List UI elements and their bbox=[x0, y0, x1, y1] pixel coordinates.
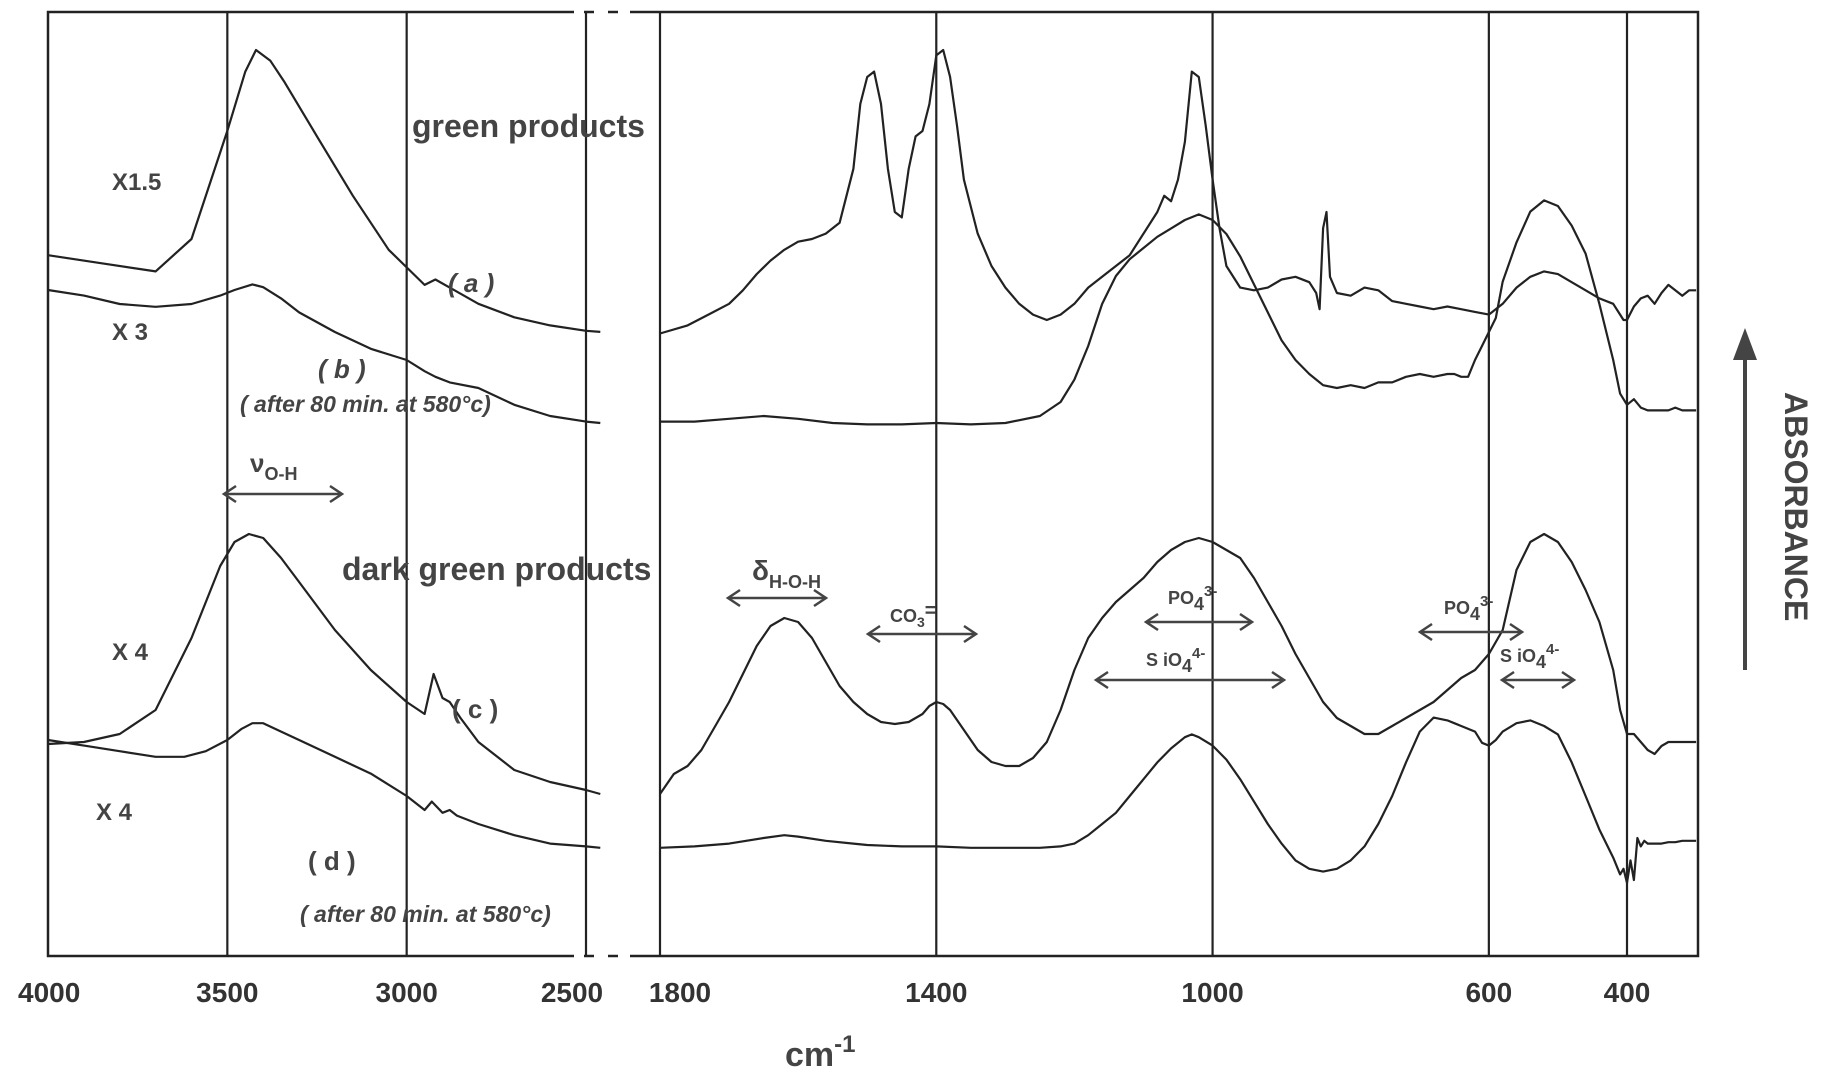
series-label-d: ( d ) bbox=[308, 846, 356, 876]
axis-break-marks bbox=[584, 10, 618, 958]
svg-text:PO43-: PO43- bbox=[1444, 593, 1493, 624]
band-sio4-high: S iO44- bbox=[1093, 645, 1287, 690]
x-tick-label-4000: 4000 bbox=[18, 977, 80, 1008]
dark-green-products-heading: dark green products bbox=[342, 551, 651, 587]
x-tick-label-2500: 2500 bbox=[541, 977, 603, 1008]
trace-d-high-wavenumber bbox=[47, 722, 601, 849]
x-tick-label-1800: 1800 bbox=[649, 977, 711, 1008]
band-co3: CO3= bbox=[865, 600, 979, 644]
band-dHOH: δH-O-H bbox=[725, 555, 829, 608]
band-po4-low: PO43- bbox=[1417, 593, 1525, 642]
x-tick-label-400: 400 bbox=[1604, 977, 1651, 1008]
axis-break-mask bbox=[574, 4, 630, 22]
trace-c-high-wavenumber bbox=[47, 532, 601, 796]
svg-text:δH-O-H: δH-O-H bbox=[752, 555, 821, 592]
trace-b-low-wavenumber bbox=[660, 199, 1697, 426]
svg-text:S iO44-: S iO44- bbox=[1146, 645, 1205, 676]
x-tick-labels: 4000 3500 3000 2500 1800 1400 1000 600 400 bbox=[18, 977, 1650, 1008]
x-axis-title: cm-1 bbox=[785, 1031, 855, 1072]
trace-c-low-wavenumber bbox=[659, 532, 1697, 795]
svg-text:CO3=: CO3= bbox=[890, 600, 936, 630]
vertical-gridlines bbox=[226, 12, 1629, 956]
band-vOH: νO-H bbox=[221, 448, 345, 504]
y-axis-title: ABSORBANCE bbox=[1778, 392, 1814, 621]
series-label-a: ( a ) bbox=[448, 268, 494, 298]
series-label-c: ( c ) bbox=[452, 694, 498, 724]
axis-break-mask-bottom bbox=[574, 946, 630, 964]
x-tick-label-600: 600 bbox=[1465, 977, 1512, 1008]
scale-label-d: X 4 bbox=[96, 799, 133, 826]
series-note-b: ( after 80 min. at 580°c) bbox=[240, 391, 491, 417]
svg-text:PO43-: PO43- bbox=[1168, 583, 1217, 614]
band-sio4-low: S iO44- bbox=[1499, 641, 1577, 690]
series-label-b: ( b ) bbox=[318, 354, 366, 384]
scale-label-b: X 3 bbox=[112, 319, 148, 346]
series-note-d: ( after 80 min. at 580°c) bbox=[300, 901, 551, 927]
y-axis-arrow-head bbox=[1733, 328, 1757, 360]
svg-text:νO-H: νO-H bbox=[250, 448, 297, 484]
x-tick-label-1000: 1000 bbox=[1181, 977, 1243, 1008]
x-tick-label-3000: 3000 bbox=[376, 977, 438, 1008]
plot-frame bbox=[46, 10, 1700, 958]
scale-label-a: X1.5 bbox=[112, 169, 161, 196]
trace-d-low-wavenumber bbox=[659, 716, 1697, 884]
x-tick-label-1400: 1400 bbox=[905, 977, 967, 1008]
band-po4-high: PO43- bbox=[1143, 583, 1255, 632]
spectra-traces bbox=[47, 48, 1697, 884]
trace-a-high-wavenumber bbox=[47, 48, 601, 333]
trace-a-low-wavenumber bbox=[659, 48, 1697, 335]
scale-label-c: X 4 bbox=[112, 639, 149, 666]
trace-b-high-wavenumber bbox=[47, 283, 601, 425]
green-products-heading: green products bbox=[412, 108, 645, 144]
svg-text:S iO44-: S iO44- bbox=[1500, 641, 1559, 672]
x-tick-label-3500: 3500 bbox=[196, 977, 258, 1008]
